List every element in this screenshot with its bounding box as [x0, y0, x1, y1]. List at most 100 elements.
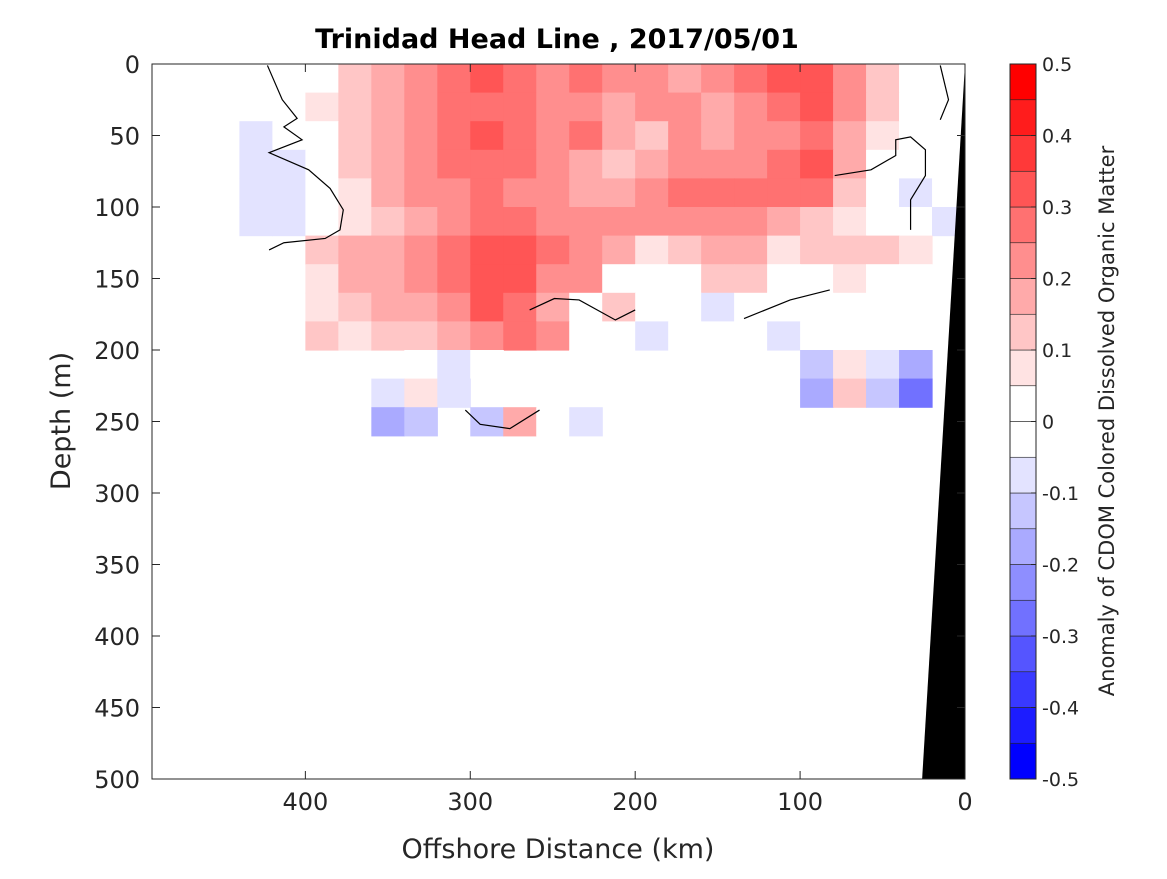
heatmap-cell — [536, 207, 570, 237]
y-tick-label: 400 — [94, 623, 140, 651]
heatmap-cell — [833, 264, 867, 294]
heatmap-cell — [437, 378, 471, 408]
heatmap-cell — [536, 149, 570, 179]
heatmap-cell — [668, 235, 702, 265]
colorbar-tick-label: -0.2 — [1042, 555, 1079, 577]
heatmap-cell — [833, 321, 867, 351]
heatmap-cell — [833, 292, 867, 322]
heatmap-cell — [239, 121, 273, 151]
colorbar-tick-label: 0.1 — [1042, 340, 1072, 362]
heatmap-cell — [602, 207, 636, 237]
heatmap-cell — [371, 235, 405, 265]
heatmap-cell — [800, 121, 834, 151]
heatmap-cell — [404, 407, 438, 437]
colorbar-tick-label: -0.1 — [1042, 483, 1079, 505]
contour-line — [266, 65, 344, 251]
heatmap-cell — [470, 235, 504, 265]
heatmap-cell — [602, 292, 636, 322]
zero-contours — [266, 65, 950, 430]
heatmap-cell — [371, 149, 405, 179]
y-tick-label: 200 — [94, 337, 140, 365]
heatmap-cell — [437, 121, 471, 151]
heatmap-cell — [701, 292, 735, 322]
heatmap-cell — [668, 264, 702, 294]
colorbar-swatch — [1009, 135, 1037, 172]
heatmap-cell — [437, 264, 471, 294]
heatmap-cell — [437, 92, 471, 122]
heatmap-cell — [701, 121, 735, 151]
heatmap-cell — [800, 207, 834, 237]
colorbar-swatch — [1009, 421, 1037, 458]
heatmap-cell — [404, 292, 438, 322]
heatmap-cell — [239, 149, 273, 179]
bathymetry-polygon — [922, 64, 965, 779]
heatmap-cell — [338, 207, 372, 237]
colorbar-swatch — [1009, 599, 1037, 637]
heatmap-cell — [701, 264, 735, 294]
heatmap-cell — [536, 321, 570, 351]
colorbar-swatch — [1009, 349, 1037, 387]
heatmap-cell — [668, 121, 702, 151]
y-tick-label: 300 — [94, 480, 140, 508]
heatmap-cell — [866, 235, 900, 265]
heatmap-cell — [668, 292, 702, 322]
colorbar-label: Anomaly of CDOM Colored Dissolved Organi… — [1095, 145, 1119, 696]
heatmap-cell — [371, 407, 405, 437]
heatmap-cell — [734, 92, 768, 122]
heatmap-cell — [437, 292, 471, 322]
heatmap-cell — [833, 350, 867, 380]
heatmap-cell — [404, 92, 438, 122]
heatmap-cell — [866, 92, 900, 122]
heatmap-cell — [602, 149, 636, 179]
y-tick-label: 250 — [94, 409, 140, 437]
colorbar-tick-label: 0.3 — [1042, 197, 1072, 219]
heatmap-cell — [668, 149, 702, 179]
colorbar-swatch — [1009, 564, 1037, 601]
x-axis-label: Offshore Distance (km) — [402, 834, 715, 865]
heatmap-cell — [701, 321, 735, 351]
bathymetry — [922, 64, 965, 779]
heatmap-cell — [404, 149, 438, 179]
heatmap-cell — [239, 207, 273, 237]
heatmap-cell — [569, 407, 603, 437]
y-tick-label: 100 — [94, 194, 140, 222]
heatmap-cell — [569, 178, 603, 208]
heatmap-cell — [338, 321, 372, 351]
heatmap-cell — [734, 64, 768, 94]
heatmap-cell — [866, 207, 900, 237]
colorbar-swatch — [1009, 278, 1037, 315]
heatmap-cell — [734, 264, 768, 294]
heatmap-cell — [536, 235, 570, 265]
heatmap-cell — [305, 207, 339, 237]
heatmap-cell — [899, 149, 933, 179]
heatmap-cell — [371, 321, 405, 351]
heatmap-cell — [503, 149, 537, 179]
heatmap-cell — [305, 121, 339, 151]
heatmap-cell — [635, 235, 669, 265]
heatmap-cell — [767, 321, 801, 351]
heatmap-cell — [338, 92, 372, 122]
chart-title: Trinidad Head Line , 2017/05/01 — [315, 24, 799, 55]
heatmap-cell — [668, 92, 702, 122]
heatmap-cell — [635, 321, 669, 351]
heatmap-cell — [635, 64, 669, 94]
heatmap-cell — [734, 121, 768, 151]
heatmap-cell — [767, 264, 801, 294]
heatmap-cell — [569, 64, 603, 94]
heatmap-cell — [602, 264, 636, 294]
heatmap-cell — [371, 292, 405, 322]
x-tick-label: 400 — [282, 788, 328, 816]
heatmap-cell — [503, 292, 537, 322]
colorbar-swatch — [1009, 242, 1037, 279]
colorbar-swatch — [1009, 99, 1037, 136]
heatmap-cell — [833, 121, 867, 151]
heatmap-cell — [536, 292, 570, 322]
heatmap-cell — [833, 235, 867, 265]
heatmap-cell — [371, 178, 405, 208]
heatmap-cell — [371, 64, 405, 94]
heatmap-cell — [866, 178, 900, 208]
heatmap-cell — [470, 149, 504, 179]
heatmap-cell — [899, 321, 933, 351]
heatmap-cell — [800, 292, 834, 322]
heatmap-cell — [767, 235, 801, 265]
